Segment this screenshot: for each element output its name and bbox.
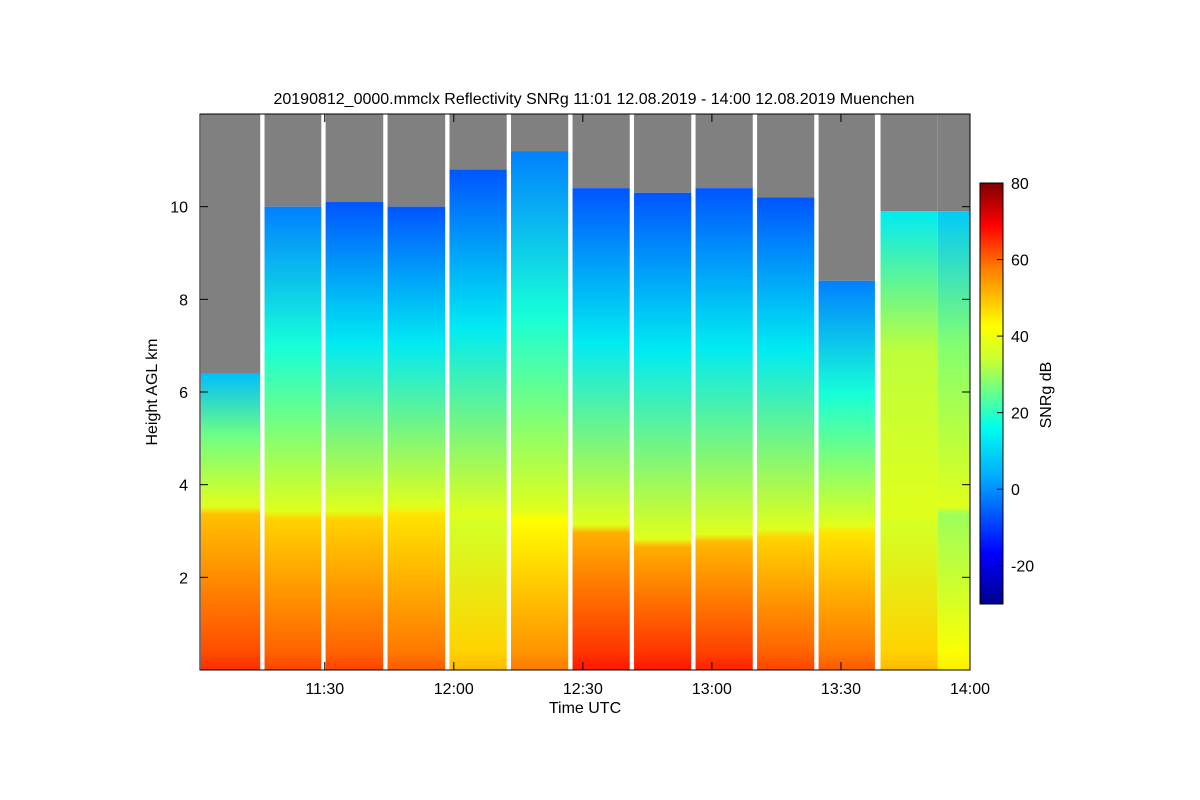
no-signal-region [200, 114, 261, 374]
scan-segment [511, 114, 569, 670]
scan-segment [264, 114, 322, 670]
colorbar-label: SNRg dB [1038, 362, 1055, 429]
scan-segment [572, 114, 630, 670]
echo-region [757, 197, 815, 670]
scan-segment [200, 114, 261, 670]
scan-segment [937, 114, 970, 670]
echo-region [449, 169, 507, 670]
x-axis-label: Time UTC [549, 700, 621, 717]
no-signal-region [449, 114, 507, 170]
scan-segment [880, 114, 938, 670]
no-signal-region [572, 114, 630, 189]
colorbar-tick-label: 60 [1011, 253, 1029, 270]
y-tick-label: 6 [179, 385, 188, 402]
x-axis: 11:30 12:00 12:30 13:00 13:30 14:00 [305, 114, 990, 698]
colorbar-tick-label: 20 [1011, 406, 1029, 423]
colorbar-axis: -20 0 20 40 60 80 [997, 176, 1034, 576]
y-axis: 2 4 6 8 10 [170, 200, 970, 587]
no-signal-region [387, 114, 446, 207]
x-tick-label: 11:30 [305, 681, 344, 698]
scan-segment [449, 114, 507, 670]
y-axis-label: Height AGL km [144, 338, 161, 445]
colorbar-tick-label: 80 [1011, 176, 1029, 193]
y-tick-label: 4 [179, 478, 188, 495]
echo-region [325, 202, 384, 670]
x-tick-label: 13:30 [821, 681, 861, 698]
no-signal-region [818, 114, 875, 281]
chart-title: 20190812_0000.mmclx Reflectivity SNRg 11… [273, 91, 914, 108]
echo-region [511, 151, 569, 670]
x-tick-label: 13:00 [692, 681, 732, 698]
echo-region [695, 188, 753, 670]
scan-segment [818, 114, 875, 670]
no-signal-region [511, 114, 569, 152]
scan-segment [634, 114, 692, 670]
colorbar [979, 182, 1004, 605]
no-signal-region [325, 114, 384, 203]
echo-region [634, 192, 692, 670]
no-signal-region [634, 114, 692, 193]
echo-region [880, 211, 938, 670]
y-tick-label: 8 [179, 292, 188, 309]
echo-region [264, 206, 322, 670]
colorbar-tick-label: 0 [1011, 482, 1020, 499]
no-signal-region [757, 114, 815, 198]
x-tick-label: 12:00 [434, 681, 474, 698]
colorbar-tick-label: 40 [1011, 329, 1029, 346]
y-tick-label: 10 [170, 200, 188, 217]
plot-area [200, 114, 970, 670]
scan-segment [387, 114, 446, 670]
x-tick-label: 12:30 [563, 681, 603, 698]
scan-segments [200, 114, 970, 670]
echo-region [387, 206, 446, 670]
colorbar-tick-label: -20 [1011, 559, 1034, 576]
scan-segment [325, 114, 384, 670]
no-signal-region [937, 114, 970, 212]
scan-segment [757, 114, 815, 670]
scan-segment [695, 114, 753, 670]
no-signal-region [880, 114, 938, 212]
x-tick-label: 14:00 [950, 681, 990, 698]
y-tick-label: 2 [179, 570, 188, 587]
echo-region [200, 373, 261, 670]
no-signal-region [264, 114, 322, 207]
echo-region [937, 211, 970, 670]
echo-region [818, 280, 875, 670]
echo-region [572, 188, 630, 670]
no-signal-region [695, 114, 753, 189]
